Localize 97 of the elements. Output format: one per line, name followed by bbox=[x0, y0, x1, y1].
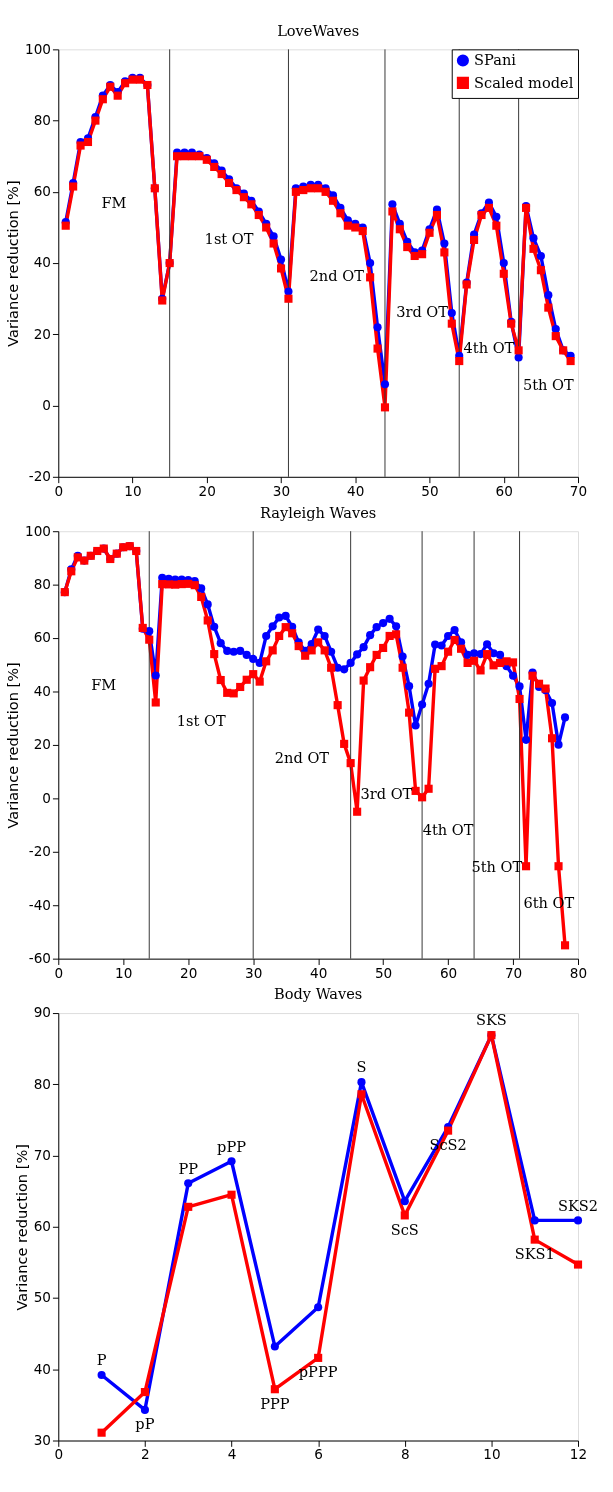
annotation: 1st OT bbox=[204, 230, 254, 248]
x-tick-label: 8 bbox=[400, 1446, 410, 1463]
x-tick-label: 10 bbox=[483, 1446, 501, 1463]
y-tick-label: -20 bbox=[28, 843, 51, 860]
annotation: 2nd OT bbox=[274, 748, 330, 766]
point bbox=[227, 1157, 236, 1166]
y-axis-title: Variance reduction [%] bbox=[12, 1144, 30, 1311]
annotation: PP bbox=[178, 1159, 199, 1177]
y-tick-label: 20 bbox=[33, 325, 51, 342]
annotation: FM bbox=[101, 194, 127, 212]
point bbox=[530, 1216, 539, 1225]
x-tick-label: 12 bbox=[569, 1446, 588, 1463]
point bbox=[97, 1370, 106, 1380]
x-tick-label: 0 bbox=[54, 482, 64, 499]
y-tick-label: -20 bbox=[28, 468, 51, 485]
annotation: PPP bbox=[260, 1394, 290, 1412]
y-tick-label: 60 bbox=[33, 1218, 51, 1235]
y-tick-label: 80 bbox=[33, 576, 51, 593]
annotation: SKS1 bbox=[514, 1245, 555, 1263]
y-tick-label: 80 bbox=[33, 1075, 51, 1092]
x-tick-label: 6 bbox=[314, 1446, 323, 1463]
y-tick-label: 40 bbox=[33, 1360, 51, 1377]
x-tick-label: 50 bbox=[421, 482, 439, 499]
y-tick-label: 30 bbox=[33, 1431, 51, 1448]
x-tick-label: 80 bbox=[569, 964, 588, 981]
y-axis-title: Variance reduction [%] bbox=[4, 180, 22, 347]
point bbox=[530, 1235, 539, 1244]
legend-label: SPani bbox=[474, 51, 517, 69]
y-tick-label: 40 bbox=[33, 254, 51, 271]
y-tick-label: -40 bbox=[28, 896, 51, 913]
point bbox=[184, 1179, 193, 1188]
annotation: 3rd OT bbox=[360, 784, 413, 802]
x-tick-label: 10 bbox=[115, 964, 133, 981]
y-tick-label: 0 bbox=[42, 789, 51, 806]
point bbox=[270, 1342, 279, 1351]
annotation: SKS bbox=[475, 1011, 507, 1029]
annotation: pPP bbox=[217, 1137, 247, 1155]
y-tick-label: 90 bbox=[33, 1004, 51, 1021]
x-tick-label: 0 bbox=[54, 1446, 64, 1463]
point bbox=[97, 1428, 106, 1437]
annotation: S bbox=[356, 1058, 367, 1076]
point bbox=[184, 1202, 193, 1211]
point bbox=[270, 1385, 279, 1394]
y-tick-label: 0 bbox=[42, 396, 51, 413]
annotation: pPPP bbox=[298, 1363, 338, 1381]
x-tick-label: 40 bbox=[309, 964, 328, 981]
point bbox=[400, 1197, 409, 1206]
point bbox=[140, 1388, 149, 1397]
y-axis-title: Variance reduction [%] bbox=[4, 662, 22, 829]
x-tick-label: 60 bbox=[439, 964, 458, 981]
annotation: FM bbox=[91, 675, 117, 693]
y-tick-label: 100 bbox=[25, 522, 51, 539]
y-tick-label: 100 bbox=[25, 40, 51, 57]
annotation: ScS bbox=[390, 1220, 419, 1238]
point bbox=[140, 1405, 149, 1414]
annotation: SKS2 bbox=[557, 1196, 599, 1214]
y-tick-label: 60 bbox=[33, 629, 51, 646]
annotation: 3rd OT bbox=[396, 303, 449, 321]
x-tick-label: 20 bbox=[180, 964, 198, 981]
x-tick-label: 4 bbox=[227, 1446, 237, 1463]
point bbox=[227, 1190, 236, 1199]
chart-title: LoveWaves bbox=[277, 21, 360, 39]
point bbox=[314, 1303, 323, 1312]
x-tick-label: 70 bbox=[569, 482, 588, 499]
y-tick-label: 50 bbox=[33, 1289, 51, 1306]
x-tick-label: 60 bbox=[495, 482, 513, 499]
y-tick-label: 60 bbox=[33, 183, 51, 200]
y-tick-label: -60 bbox=[28, 950, 51, 967]
chart-title: Rayleigh Waves bbox=[260, 503, 377, 521]
x-tick-label: 30 bbox=[245, 964, 263, 981]
annotation: 2nd OT bbox=[309, 266, 365, 284]
annotation: P bbox=[96, 1351, 107, 1369]
point bbox=[573, 1260, 583, 1269]
x-tick-label: 50 bbox=[374, 964, 393, 981]
annotation: 4th OT bbox=[422, 821, 474, 839]
x-tick-label: 40 bbox=[347, 482, 365, 499]
annotation: 1st OT bbox=[176, 712, 226, 730]
annotation: pP bbox=[135, 1415, 155, 1433]
chart-title: Body Waves bbox=[273, 985, 363, 1003]
annotation: 4th OT bbox=[463, 339, 515, 357]
x-tick-label: 30 bbox=[272, 482, 291, 499]
legend-label: Scaled model bbox=[474, 73, 574, 91]
y-tick-label: 80 bbox=[33, 111, 51, 128]
y-tick-label: 70 bbox=[33, 1146, 51, 1163]
x-tick-label: 20 bbox=[198, 482, 216, 499]
y-tick-label: 20 bbox=[33, 736, 51, 753]
x-tick-label: 10 bbox=[124, 482, 142, 499]
point bbox=[573, 1216, 583, 1225]
annotation: 5th OT bbox=[522, 375, 574, 393]
x-tick-label: 70 bbox=[504, 964, 523, 981]
y-tick-label: 40 bbox=[33, 682, 51, 699]
point bbox=[357, 1090, 366, 1099]
x-tick-label: 0 bbox=[54, 964, 64, 981]
point bbox=[314, 1353, 323, 1362]
point bbox=[357, 1078, 366, 1087]
x-tick-label: 2 bbox=[141, 1446, 150, 1463]
point bbox=[400, 1211, 409, 1220]
